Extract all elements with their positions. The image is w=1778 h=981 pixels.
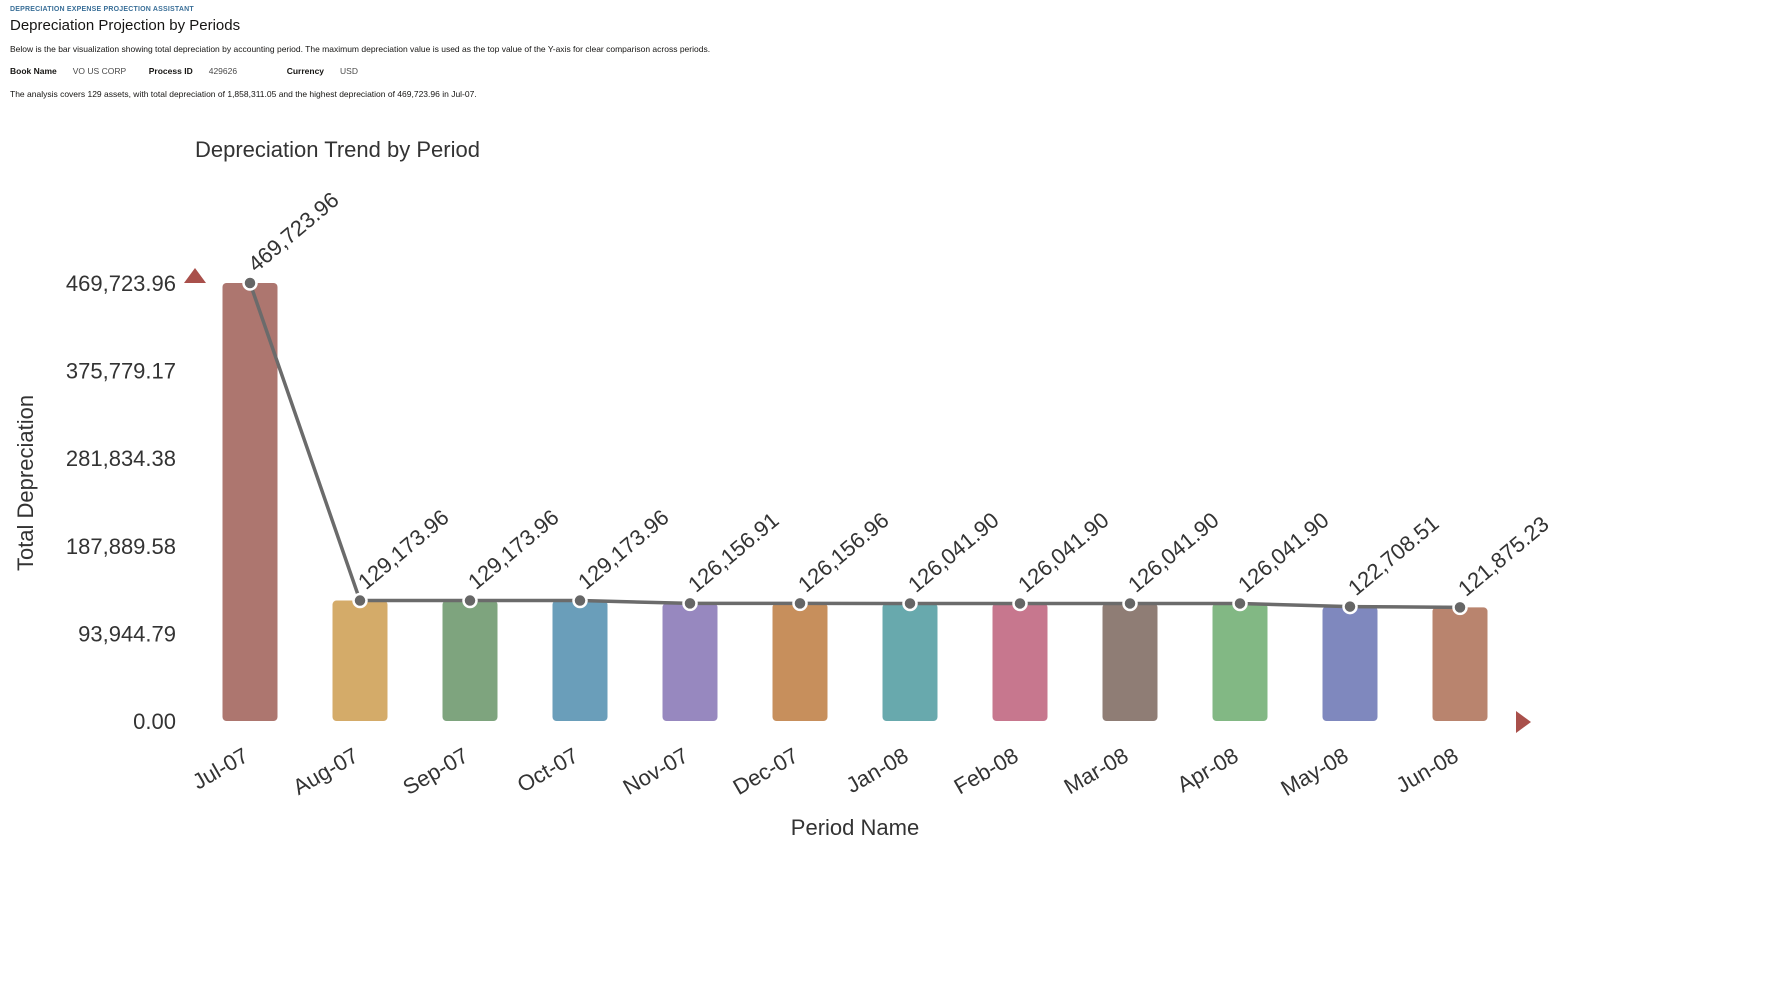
data-label: 126,041.90 bbox=[1233, 507, 1333, 597]
data-point[interactable] bbox=[1122, 595, 1138, 612]
page-description: Below is the bar visualization showing t… bbox=[10, 44, 711, 54]
meta-key-process-id: Process ID bbox=[148, 66, 193, 76]
data-label: 126,041.90 bbox=[1123, 507, 1223, 597]
assistant-eyebrow: DEPRECIATION EXPENSE PROJECTION ASSISTAN… bbox=[10, 6, 194, 13]
x-tick-label: May-08 bbox=[1276, 743, 1352, 801]
depreciation-chart: Depreciation Trend by Period Total Depre… bbox=[13, 137, 1554, 840]
data-label: 121,875.23 bbox=[1453, 511, 1553, 601]
x-tick-label: Apr-08 bbox=[1173, 743, 1243, 798]
x-tick-label: Aug-07 bbox=[289, 743, 363, 800]
x-tick-label: Jan-08 bbox=[842, 743, 913, 798]
data-label: 126,156.91 bbox=[683, 507, 783, 597]
data-point[interactable] bbox=[1342, 598, 1358, 615]
data-label: 129,173.96 bbox=[463, 504, 563, 594]
meta-value-book-name: VO US CORP bbox=[72, 66, 127, 76]
data-label: 126,041.90 bbox=[903, 507, 1003, 597]
x-axis-ticks: Jul-07 Aug-07 Sep-07 Oct-07 Nov-07 Dec-07 Jan-… bbox=[188, 743, 1462, 801]
data-label: 126,041.90 bbox=[1013, 507, 1113, 597]
meta-value-process-id: 429626 bbox=[208, 66, 238, 76]
x-tick-label: Sep-07 bbox=[399, 743, 473, 800]
data-point[interactable] bbox=[1012, 595, 1028, 612]
y-tick-label: 0.00 bbox=[133, 709, 176, 734]
y-axis-label: Total Depreciation bbox=[13, 395, 38, 571]
data-label: 469,723.96 bbox=[243, 187, 343, 277]
data-point[interactable] bbox=[242, 275, 258, 291]
x-axis-label: Period Name bbox=[791, 815, 919, 840]
data-label: 129,173.96 bbox=[353, 504, 453, 594]
data-label: 122,708.51 bbox=[1343, 510, 1443, 600]
bar-may-08[interactable] bbox=[1322, 606, 1378, 721]
y-tick-label: 281,834.38 bbox=[66, 446, 176, 471]
data-point[interactable] bbox=[572, 592, 588, 609]
meta-value-currency: USD bbox=[340, 66, 358, 76]
data-point[interactable] bbox=[462, 592, 478, 609]
data-label: 129,173.96 bbox=[573, 504, 673, 594]
meta-row: Book Name VO US CORP Process ID 429626 C… bbox=[10, 66, 1210, 76]
data-point[interactable] bbox=[902, 595, 918, 612]
scroll-up-icon[interactable] bbox=[184, 268, 206, 283]
bar-jun-08[interactable] bbox=[1432, 607, 1488, 721]
bar-nov-07[interactable] bbox=[662, 603, 718, 721]
data-point[interactable] bbox=[1232, 595, 1248, 612]
bar-oct-07[interactable] bbox=[552, 600, 608, 721]
x-tick-label: Nov-07 bbox=[619, 743, 693, 800]
bar-sep-07[interactable] bbox=[442, 600, 498, 721]
meta-key-currency: Currency bbox=[286, 66, 325, 76]
page-title: Depreciation Projection by Periods bbox=[10, 17, 241, 34]
bar-mar-08[interactable] bbox=[1102, 603, 1158, 721]
page-header: DEPRECIATION EXPENSE PROJECTION ASSISTAN… bbox=[10, 6, 1210, 99]
trend-line bbox=[248, 282, 1461, 610]
bar-aug-07[interactable] bbox=[332, 600, 388, 721]
x-tick-label: Feb-08 bbox=[950, 743, 1023, 800]
x-tick-label: Mar-08 bbox=[1060, 743, 1133, 799]
y-tick-label: 93,944.79 bbox=[78, 621, 176, 646]
bar-dec-07[interactable] bbox=[772, 603, 828, 721]
x-tick-label: Dec-07 bbox=[729, 743, 803, 800]
x-tick-label: Jun-08 bbox=[1392, 743, 1463, 798]
y-tick-label: 375,779.17 bbox=[66, 359, 176, 384]
bar-jan-08[interactable] bbox=[882, 603, 938, 721]
data-point[interactable] bbox=[1452, 599, 1468, 616]
data-point[interactable] bbox=[682, 595, 698, 612]
meta-key-book-name: Book Name bbox=[10, 66, 57, 76]
y-tick-label: 469,723.96 bbox=[66, 271, 176, 296]
data-point[interactable] bbox=[792, 595, 808, 612]
x-tick-label: Oct-07 bbox=[513, 743, 583, 798]
y-tick-label: 187,889.58 bbox=[66, 534, 176, 559]
bar-feb-08[interactable] bbox=[992, 603, 1048, 721]
analysis-summary: The analysis covers 129 assets, with tot… bbox=[10, 89, 477, 99]
bar-apr-08[interactable] bbox=[1212, 603, 1268, 721]
data-point[interactable] bbox=[352, 592, 368, 609]
y-axis-ticks: 0.00 93,944.79 187,889.58 281,834.38 375,779… bbox=[66, 271, 176, 734]
bar-series bbox=[222, 283, 1488, 721]
x-tick-label: Jul-07 bbox=[188, 743, 252, 795]
data-label: 126,156.96 bbox=[793, 507, 893, 597]
scroll-right-icon[interactable] bbox=[1516, 711, 1531, 733]
chart-title: Depreciation Trend by Period bbox=[195, 137, 480, 162]
bar-jul-07[interactable] bbox=[222, 283, 278, 721]
